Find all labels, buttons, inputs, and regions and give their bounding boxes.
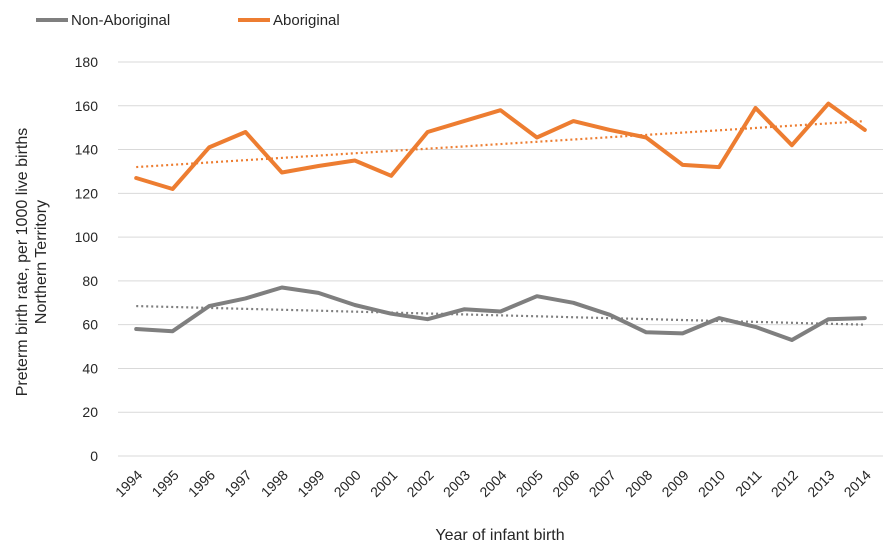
x-tick-label: 2009 — [658, 467, 691, 500]
y-tick-label: 40 — [82, 360, 98, 376]
legend-label-aboriginal: Aboriginal — [273, 12, 340, 29]
series-line-aboriginal — [134, 101, 867, 191]
y-axis-title-line-1: Preterm birth rate, per 1000 live births — [14, 128, 31, 397]
x-tick-label: 2002 — [403, 467, 436, 500]
x-axis-title: Year of infant birth — [435, 527, 564, 544]
y-tick-label: 160 — [75, 98, 99, 114]
y-axis-tick-labels: 0 20 40 60 80 100 120 140 160 180 — [75, 54, 99, 464]
x-tick-label: 2011 — [732, 467, 765, 500]
x-tick-label: 2004 — [476, 467, 509, 500]
x-tick-label: 2010 — [695, 467, 728, 500]
y-axis-title-line-2: Northern Territory — [33, 200, 50, 324]
x-axis-tick-labels: 1994 1995 1996 1997 1998 1999 2000 2001 2002 2003… — [112, 467, 874, 500]
x-tick-label: 2013 — [804, 467, 837, 500]
y-tick-label: 180 — [75, 54, 99, 70]
y-tick-label: 100 — [75, 229, 99, 245]
x-tick-label: 1994 — [112, 467, 145, 500]
y-tick-label: 80 — [82, 273, 98, 289]
y-tick-label: 60 — [82, 317, 98, 333]
gridlines — [118, 61, 883, 457]
y-tick-label: 120 — [75, 185, 99, 201]
x-tick-label: 1995 — [148, 467, 181, 500]
x-tick-label: 1998 — [258, 467, 291, 500]
trendline-aboriginal — [136, 120, 865, 169]
y-tick-label: 20 — [82, 404, 98, 420]
series-line-non-aboriginal — [134, 285, 867, 342]
x-tick-label: 2000 — [331, 467, 364, 500]
y-tick-label: 140 — [75, 142, 99, 158]
x-tick-label: 2003 — [440, 467, 473, 500]
x-tick-label: 1996 — [185, 467, 218, 500]
x-tick-label: 2012 — [768, 467, 801, 500]
x-tick-label: 1997 — [221, 467, 254, 500]
series-lines — [134, 101, 867, 342]
x-tick-label: 2007 — [586, 467, 619, 500]
x-tick-label: 1999 — [294, 467, 327, 500]
x-tick-label: 2005 — [513, 467, 546, 500]
x-tick-label: 2008 — [622, 467, 655, 500]
y-tick-label: 0 — [90, 448, 98, 464]
x-tick-label: 2014 — [841, 467, 874, 500]
x-tick-label: 2006 — [549, 467, 582, 500]
x-tick-label: 2001 — [367, 467, 400, 500]
trendline-non-aboriginal — [136, 304, 865, 326]
legend-item-non-aboriginal: Non-Aboriginal — [36, 12, 170, 29]
trendlines — [136, 120, 865, 326]
legend-item-aboriginal: Aboriginal — [238, 12, 340, 29]
legend: Non-Aboriginal Aboriginal — [36, 12, 340, 29]
legend-label-non-aboriginal: Non-Aboriginal — [71, 12, 170, 29]
